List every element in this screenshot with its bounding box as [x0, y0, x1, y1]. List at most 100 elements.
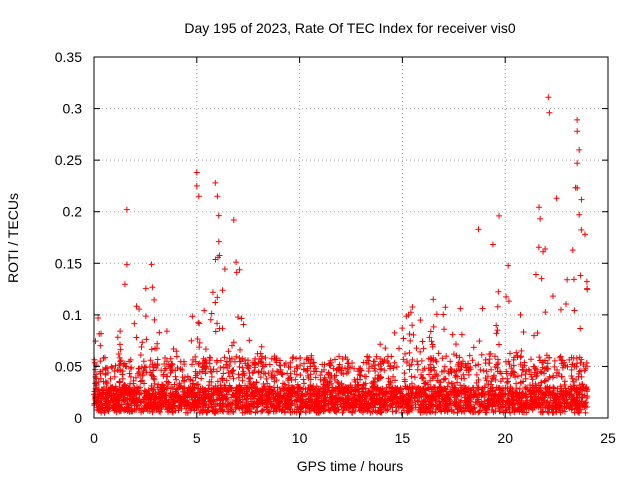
data-point: [247, 395, 254, 402]
data-point: [409, 322, 416, 329]
data-point: [580, 361, 587, 368]
data-point: [173, 390, 180, 397]
data-point: [254, 386, 261, 393]
data-point: [542, 377, 549, 384]
data-point: [430, 296, 437, 303]
data-point: [366, 403, 373, 410]
data-point: [106, 405, 113, 412]
data-point: [345, 396, 352, 403]
data-point: [233, 353, 240, 360]
data-point: [573, 363, 580, 370]
data-point: [440, 311, 447, 318]
data-point: [300, 385, 307, 392]
data-point: [426, 371, 433, 378]
data-point: [119, 371, 126, 378]
data-point: [475, 386, 482, 393]
data-point: [520, 367, 527, 374]
data-point: [571, 307, 578, 314]
data-point: [195, 360, 202, 367]
data-point: [97, 407, 104, 414]
data-point: [488, 366, 495, 373]
data-point: [373, 353, 380, 360]
data-point: [193, 169, 200, 176]
y-tick-label: 0: [74, 410, 82, 426]
data-point: [97, 370, 104, 377]
data-point: [443, 353, 450, 360]
data-point: [495, 360, 502, 367]
data-point: [229, 391, 236, 398]
data-point: [243, 402, 250, 409]
data-point: [227, 384, 234, 391]
data-point: [575, 391, 582, 398]
data-point: [130, 377, 137, 384]
data-point: [568, 386, 575, 393]
data-point: [336, 353, 343, 360]
x-tick-label: 10: [292, 430, 308, 446]
data-point: [397, 394, 404, 401]
data-point: [217, 364, 224, 371]
data-point: [447, 358, 454, 365]
data-point: [189, 313, 196, 320]
data-point: [551, 363, 558, 370]
data-point: [447, 365, 454, 372]
data-point: [479, 305, 486, 312]
data-point: [531, 385, 538, 392]
data-point: [467, 403, 474, 410]
data-point: [488, 393, 495, 400]
data-point: [490, 373, 497, 380]
data-point: [101, 384, 108, 391]
data-point: [203, 363, 210, 370]
x-tick-label: 5: [193, 430, 201, 446]
data-point: [576, 354, 583, 361]
data-point: [456, 354, 463, 361]
data-point: [154, 384, 161, 391]
data-point: [168, 394, 175, 401]
data-point: [339, 409, 346, 416]
data-point: [230, 375, 237, 382]
data-point: [387, 378, 394, 385]
data-point: [149, 284, 156, 291]
data-point: [538, 379, 545, 386]
data-point: [475, 376, 482, 383]
data-point: [233, 259, 240, 266]
data-point: [445, 395, 452, 402]
data-point: [415, 384, 422, 391]
data-point: [221, 266, 228, 273]
data-point: [131, 399, 138, 406]
data-point: [181, 374, 188, 381]
data-point: [571, 382, 578, 389]
data-point: [457, 305, 464, 312]
data-point: [294, 365, 301, 372]
data-point: [215, 212, 222, 219]
data-point: [123, 261, 130, 268]
data-point: [124, 400, 131, 407]
data-point: [418, 393, 425, 400]
data-point: [157, 408, 164, 415]
data-point: [138, 409, 145, 416]
data-point: [303, 398, 310, 405]
data-point: [201, 401, 208, 408]
data-point: [445, 379, 452, 386]
data-point: [255, 369, 262, 376]
data-point: [257, 396, 264, 403]
data-point: [509, 396, 516, 403]
data-point: [432, 397, 439, 404]
data-point: [565, 385, 572, 392]
data-point: [175, 407, 182, 414]
data-point: [378, 365, 385, 372]
data-point: [551, 357, 558, 364]
data-point: [305, 395, 312, 402]
data-point: [546, 405, 553, 412]
data-point: [142, 313, 149, 320]
data-point: [212, 328, 219, 335]
data-point: [343, 370, 350, 377]
data-point: [505, 298, 512, 305]
data-point: [107, 375, 114, 382]
data-point: [321, 403, 328, 410]
data-point: [498, 404, 505, 411]
data-point: [204, 408, 211, 415]
data-point: [272, 408, 279, 415]
data-point: [544, 360, 551, 367]
data-point: [439, 355, 446, 362]
data-point: [148, 382, 155, 389]
